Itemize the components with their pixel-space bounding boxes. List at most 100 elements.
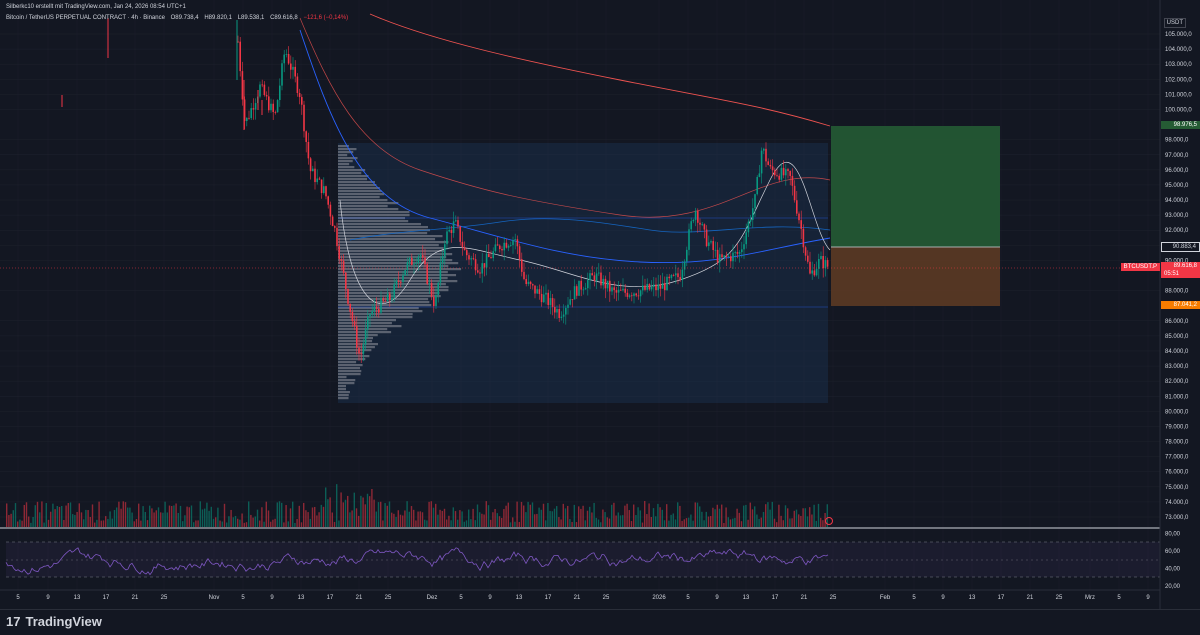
volume-bar: [443, 508, 446, 527]
candle-body: [633, 293, 635, 297]
candle-body: [309, 158, 312, 172]
volume-bar: [369, 496, 371, 527]
volume-profile-row: [338, 286, 449, 289]
volume-bar: [569, 518, 571, 527]
volume-bar: [417, 511, 419, 527]
symbol-legend[interactable]: Bitcoin / TetherUS PERPETUAL CONTRACT · …: [6, 15, 352, 21]
candle-body: [312, 168, 314, 172]
volume-profile-row: [338, 334, 378, 337]
volume-bar: [542, 503, 545, 527]
candle-body: [342, 260, 345, 273]
volume-profile-row: [338, 178, 368, 181]
volume-profile-row: [338, 304, 432, 307]
price-tick-label: 104.000,0: [1165, 47, 1192, 53]
tradingview-logo[interactable]: 17 TradingView: [6, 614, 102, 629]
price-tick-label: 103.000,0: [1165, 62, 1192, 68]
candle-body: [274, 111, 277, 113]
volume-profile-row: [338, 145, 349, 148]
volume-bar: [166, 512, 168, 527]
target-price-tag: 98.976,5: [1161, 121, 1200, 129]
volume-bar: [248, 501, 250, 527]
volume-bar: [336, 484, 338, 527]
candle-body: [639, 290, 642, 297]
volume-profile-row: [338, 388, 346, 391]
volume-bar: [318, 512, 320, 527]
price-axis[interactable]: 105.000,0 104.000,0 103.000,0 102.000,0 101.…: [1165, 32, 1192, 521]
volume-bar: [325, 487, 327, 527]
volume-bar: [237, 518, 239, 527]
volume-profile-row: [338, 379, 356, 382]
candle-body: [681, 269, 684, 281]
candle-body: [708, 242, 710, 247]
volume-bar: [461, 511, 463, 527]
volume-profile-row: [338, 247, 444, 250]
symbol-name[interactable]: Bitcoin / TetherUS PERPETUAL CONTRACT · …: [6, 15, 165, 21]
candle-body: [347, 288, 349, 304]
volume-bar: [32, 516, 34, 527]
candle-body: [279, 85, 281, 101]
volume-bar: [307, 512, 309, 527]
candle-body: [268, 96, 270, 111]
volume-profile-row: [338, 148, 357, 151]
candle-body: [556, 308, 558, 313]
currency-button[interactable]: USDT: [1163, 18, 1186, 28]
candle-body: [776, 175, 778, 177]
candle-body: [809, 261, 811, 274]
volume-bar: [560, 519, 562, 527]
volume-bar: [210, 506, 212, 527]
candle-body: [604, 278, 607, 289]
volume-bar: [615, 515, 617, 527]
volume-bar: [366, 493, 369, 527]
stop-zone[interactable]: [831, 247, 1000, 306]
ma-200: [369, 13, 831, 127]
volume-bar: [129, 507, 131, 527]
candle-body: [479, 272, 481, 274]
candle-body: [650, 286, 653, 290]
volume-bar: [804, 508, 806, 527]
volume-bar: [811, 514, 813, 527]
volume-profile-row: [338, 367, 360, 370]
candle-body: [800, 220, 802, 229]
volume-bar: [756, 514, 758, 527]
candle-body: [426, 264, 428, 284]
volume-bar: [646, 514, 648, 527]
volume-bar: [39, 512, 41, 527]
volume-bar: [470, 519, 472, 527]
volume-bar: [155, 510, 157, 527]
volume-bar: [540, 509, 542, 527]
candle-body: [721, 254, 723, 258]
volume-bar: [186, 506, 188, 527]
volume-bar: [430, 501, 432, 527]
candle-body: [600, 272, 602, 286]
time-tick-label: 17: [545, 595, 552, 601]
volume-bar: [494, 509, 496, 527]
volume-profile-row: [338, 364, 363, 367]
volume-profile-row: [338, 160, 353, 163]
candle-body: [716, 249, 719, 263]
candle-body: [562, 314, 565, 317]
volume-bar: [314, 506, 316, 527]
candle-body: [752, 208, 754, 220]
volume-bar: [789, 518, 791, 527]
candle-body: [441, 256, 444, 263]
volume-bar: [410, 506, 413, 527]
volume-profile-row: [338, 190, 382, 193]
candle-body: [393, 284, 395, 298]
flash-icon[interactable]: [825, 517, 833, 525]
volume-bar: [791, 518, 793, 527]
candle-body: [305, 131, 307, 142]
volume-bar: [393, 513, 395, 527]
volume-bar: [457, 519, 459, 527]
rsi-axis[interactable]: 80,00 60,00 40,00 20,00: [1165, 531, 1181, 590]
candle-body: [694, 210, 697, 220]
target-zone[interactable]: [831, 126, 1000, 247]
volume-bar: [241, 513, 243, 527]
candle-body: [292, 66, 294, 70]
time-axis[interactable]: 5 9 13 17 21 25 Nov 5 9 13 17 21 25 Dez 5 9 13 17 21 25 2026…: [16, 595, 1150, 601]
volume-bar: [298, 505, 300, 527]
volume-bar: [798, 514, 800, 527]
ohlc-close: C89.616,8: [270, 15, 298, 21]
rsi-tick-label: 80,00: [1165, 531, 1181, 537]
candle-body: [791, 175, 794, 186]
